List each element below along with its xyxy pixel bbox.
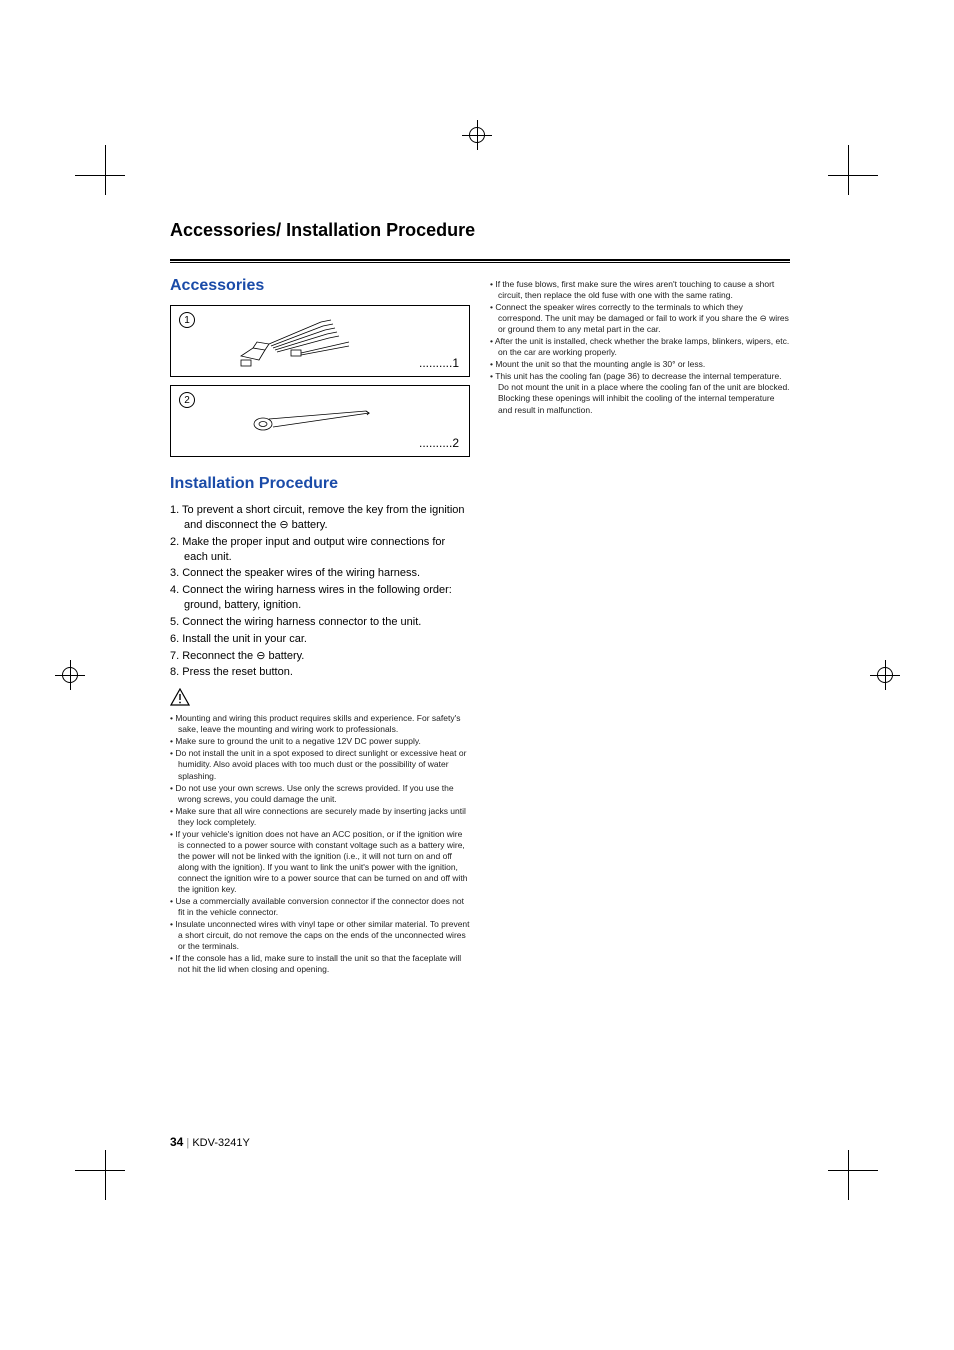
step: 2. Make the proper input and output wire… — [170, 535, 470, 565]
step: 6. Install the unit in your car. — [170, 632, 470, 647]
page-title: Accessories/ Installation Procedure — [170, 220, 790, 245]
step: 7. Reconnect the ⊖ battery. — [170, 649, 470, 664]
left-column: Accessories 1 ..........1 — [170, 277, 470, 976]
installation-heading: Installation Procedure — [170, 475, 470, 493]
warning-item: If your vehicle's ignition does not have… — [170, 829, 470, 895]
warning-item: Mount the unit so that the mounting angl… — [490, 359, 790, 370]
warning-item: Insulate unconnected wires with vinyl ta… — [170, 919, 470, 952]
page-content: Accessories/ Installation Procedure Acce… — [170, 220, 790, 976]
accessory-number: 1 — [179, 312, 195, 328]
accessory-number: 2 — [179, 392, 195, 408]
warning-item: If the fuse blows, first make sure the w… — [490, 279, 790, 301]
warning-item: Do not install the unit in a spot expose… — [170, 748, 470, 781]
warning-item: After the unit is installed, check wheth… — [490, 336, 790, 358]
accessory-item-1: 1 ..........1 — [170, 305, 470, 377]
installation-steps: 1. To prevent a short circuit, remove th… — [170, 503, 470, 680]
accessory-item-2: 2 ..........2 — [170, 385, 470, 457]
warnings-left: Mounting and wiring this product require… — [170, 713, 470, 975]
warnings-right: If the fuse blows, first make sure the w… — [490, 279, 790, 416]
warning-item: Do not use your own screws. Use only the… — [170, 783, 470, 805]
step: 3. Connect the speaker wires of the wiri… — [170, 566, 470, 581]
accessory-qty: ..........1 — [419, 356, 459, 370]
two-column-layout: Accessories 1 ..........1 — [170, 277, 790, 976]
step: 5. Connect the wiring harness connector … — [170, 615, 470, 630]
page-number: 34 — [170, 1135, 183, 1149]
warning-item: Connect the speaker wires correctly to t… — [490, 302, 790, 335]
warning-item: Make sure that all wire connections are … — [170, 806, 470, 828]
warning-item: Use a commercially available conversion … — [170, 896, 470, 918]
step: 8. Press the reset button. — [170, 665, 470, 680]
step: 4. Connect the wiring harness wires in t… — [170, 583, 470, 613]
warning-item: If the console has a lid, make sure to i… — [170, 953, 470, 975]
removal-key-icon — [251, 408, 381, 436]
warning-item: Make sure to ground the unit to a negati… — [170, 736, 470, 747]
footer-separator: | — [186, 1137, 189, 1149]
warning-icon — [170, 688, 190, 706]
accessory-qty: ..........2 — [419, 436, 459, 450]
right-column: If the fuse blows, first make sure the w… — [490, 277, 790, 976]
warning-item: This unit has the cooling fan (page 36) … — [490, 371, 790, 415]
page-footer: 34 | KDV-3241Y — [170, 1135, 250, 1149]
step: 1. To prevent a short circuit, remove th… — [170, 503, 470, 533]
wiring-harness-icon — [231, 314, 361, 372]
warning-item: Mounting and wiring this product require… — [170, 713, 470, 735]
accessories-heading: Accessories — [170, 277, 470, 295]
model-number: KDV-3241Y — [192, 1137, 249, 1149]
